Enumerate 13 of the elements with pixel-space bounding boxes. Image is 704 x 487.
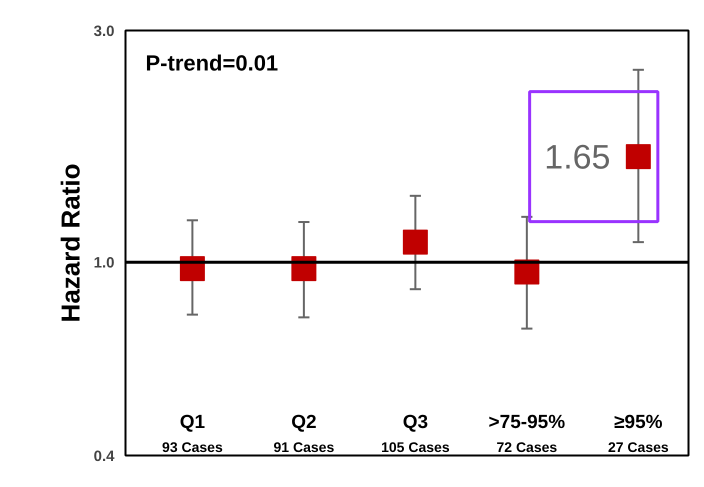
y-tick-label: 0.4 xyxy=(94,448,116,465)
point xyxy=(626,144,651,170)
point xyxy=(402,230,428,255)
x-tick-label: Q3 105 Cases xyxy=(381,412,450,456)
annotation: P-trend=0.01 xyxy=(146,50,278,76)
data-label: 1.65 xyxy=(544,138,610,177)
y-tick-label: 3.0 xyxy=(94,23,115,40)
x-tick-label: Q2 91 Cases xyxy=(274,412,334,456)
x-tick-label: Q1 93 Cases xyxy=(162,412,223,456)
y-tick-label: 1.0 xyxy=(94,254,115,272)
x-tick-label: >75-95% 72 Cases xyxy=(488,412,566,456)
y-axis-title: Hazard Ratio xyxy=(56,164,86,322)
x-tick-label: ≥95% 27 Cases xyxy=(608,412,669,456)
